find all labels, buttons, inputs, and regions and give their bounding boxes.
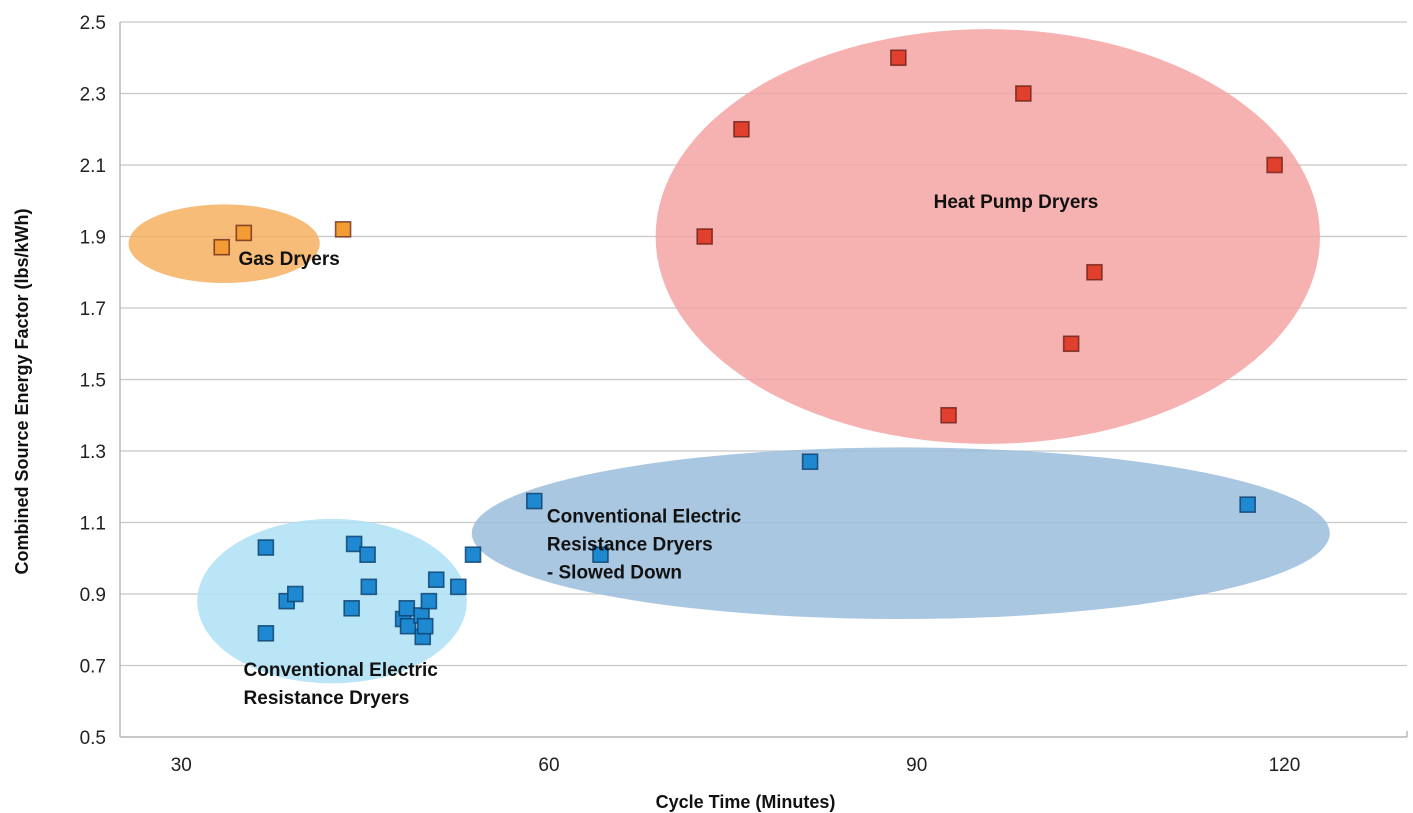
data-point-heat-pump-dryers [1062,335,1080,353]
data-point-conventional-electric-resistance-dryers-slowed-down [1239,496,1256,513]
data-point-conventional-electric-resistance-dryers [449,578,467,596]
data-point-conventional-electric-resistance-dryers [420,592,438,610]
group-ellipse-conventional-electric-resistance-dryers-slowed-down [471,447,1330,620]
x-axis-title: Cycle Time (Minutes) [656,792,836,812]
data-point-heat-pump-dryers [890,49,907,67]
x-tick-label: 90 [906,755,927,776]
data-point-conventional-electric-resistance-dryers [345,535,363,553]
data-point-heat-pump-dryers [1266,156,1283,174]
data-point-conventional-electric-resistance-dryers [286,585,304,603]
y-tick-label: 0.7 [80,657,106,678]
data-points [213,49,1283,646]
data-point-conventional-electric-resistance-dryers [359,546,376,563]
data-point-conventional-electric-resistance-dryers [399,617,417,635]
data-point-conventional-electric-resistance-dryers [343,599,360,617]
data-point-gas-dryers [334,221,352,238]
group-labels: Gas Dryers Heat Pump Dryers Conventional E… [238,192,1098,709]
data-point-conventional-electric-resistance-dryers [257,625,275,642]
group-label-conventional-electric-resistance-dryers: Conventional Electric Resistance Dryers [244,660,439,709]
data-point-gas-dryers [213,238,231,256]
group-ellipse-heat-pump-dryers [655,29,1320,444]
y-tick-label: 1.9 [80,228,106,249]
y-tick-label: 1.7 [80,299,106,320]
x-tick-label: 60 [538,755,559,776]
y-tick-label: 2.3 [80,85,106,106]
y-tick-label: 1.5 [80,371,106,392]
data-point-gas-dryers [235,224,253,242]
tick-labels: 0.5 0.7 0.9 1.1 1.3 1.5 1.7 1.9 2.1 2.3 2.5 30 60 90 1… [80,13,1301,776]
data-point-conventional-electric-resistance-dryers [416,617,434,635]
group-label-line: Resistance Dryers [244,688,410,709]
data-point-heat-pump-dryers [1015,85,1032,102]
data-point-conventional-electric-resistance-dryers [427,571,445,589]
group-label-conventional-electric-resistance-dryers-slowed-down: Conventional Electric Resistance Dryers - … [547,507,742,584]
group-label-line: Heat Pump Dryers [934,192,1099,213]
y-tick-label: 0.5 [80,728,106,749]
data-point-conventional-electric-resistance-dryers [398,599,416,617]
group-label-line: Conventional Electric [547,507,742,528]
group-label-line: Conventional Electric [244,660,439,681]
y-tick-label: 2.5 [80,13,106,34]
y-tick-label: 0.9 [80,585,106,606]
x-tick-label: 120 [1269,755,1301,776]
group-label-line: Gas Dryers [238,249,339,270]
y-axis-title: Combined Source Energy Factor (lbs/kWh) [12,208,32,574]
data-point-heat-pump-dryers [1086,263,1103,281]
data-point-conventional-electric-resistance-dryers-slowed-down [464,546,482,563]
data-point-conventional-electric-resistance-dryers-slowed-down [801,453,819,471]
group-label-line: Resistance Dryers [547,535,713,556]
data-point-conventional-electric-resistance-dryers [360,578,378,596]
data-point-conventional-electric-resistance-dryers-slowed-down [525,492,543,510]
y-tick-label: 2.1 [80,156,106,177]
x-tick-label: 30 [171,755,192,776]
group-ellipses [128,29,1330,684]
data-point-heat-pump-dryers [696,228,713,245]
y-tick-label: 1.1 [80,514,106,535]
group-ellipse-conventional-electric-resistance-dryers [197,518,467,684]
axes [119,22,1408,738]
data-point-heat-pump-dryers [940,406,957,424]
data-point-conventional-electric-resistance-dryers [257,539,275,556]
group-label-gas-dryers: Gas Dryers [238,249,339,270]
y-tick-label: 1.3 [80,442,106,463]
group-label-line: - Slowed Down [547,563,682,584]
data-point-heat-pump-dryers [733,120,750,138]
data-point-conventional-electric-resistance-dryers-slowed-down [592,546,609,563]
group-label-heat-pump-dryers: Heat Pump Dryers [934,192,1099,213]
